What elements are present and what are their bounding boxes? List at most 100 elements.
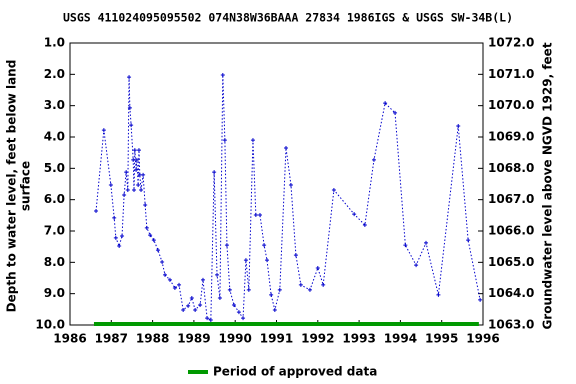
y-axis-label: surface bbox=[19, 161, 33, 211]
data-point bbox=[132, 187, 137, 192]
y2-tick-label: 1063.0 bbox=[488, 318, 534, 332]
y2-axis-label: Groundwater level above NGVD 1929, feet bbox=[541, 42, 555, 329]
y-tick-label: 7.0 bbox=[44, 224, 65, 238]
data-point bbox=[151, 238, 156, 243]
data-point bbox=[217, 296, 222, 301]
data-point bbox=[125, 187, 130, 192]
x-tick-label: 1990 bbox=[218, 332, 251, 346]
data-point bbox=[257, 213, 262, 218]
y2-tick-label: 1072.0 bbox=[488, 36, 534, 50]
data-point bbox=[205, 316, 210, 321]
data-point bbox=[288, 182, 293, 187]
data-point bbox=[189, 296, 194, 301]
data-point bbox=[272, 307, 277, 312]
data-point bbox=[131, 157, 136, 162]
chart-title: USGS 411024095095502 074N38W36BAAA 27834… bbox=[63, 11, 513, 25]
data-point bbox=[129, 123, 134, 128]
data-point bbox=[414, 263, 419, 268]
y-tick-label: 6.0 bbox=[44, 192, 65, 206]
data-point bbox=[200, 277, 205, 282]
y2-tick-label: 1067.0 bbox=[488, 192, 534, 206]
data-point bbox=[222, 138, 227, 143]
data-point bbox=[250, 138, 255, 143]
data-point bbox=[136, 148, 141, 153]
data-point bbox=[144, 225, 149, 230]
data-point bbox=[246, 287, 251, 292]
data-point bbox=[94, 208, 99, 213]
data-point bbox=[177, 282, 182, 287]
data-point bbox=[283, 145, 288, 150]
data-point bbox=[112, 215, 117, 220]
data-point bbox=[162, 272, 167, 277]
data-point bbox=[181, 307, 186, 312]
data-point bbox=[193, 307, 198, 312]
y2-tick-label: 1068.0 bbox=[488, 161, 534, 175]
data-point bbox=[141, 172, 146, 177]
y-tick-label: 3.0 bbox=[44, 98, 65, 112]
data-point bbox=[466, 238, 471, 243]
data-point bbox=[212, 170, 217, 175]
data-point bbox=[321, 282, 326, 287]
data-point bbox=[134, 167, 139, 172]
data-point bbox=[120, 234, 125, 239]
data-point bbox=[262, 243, 267, 248]
x-tick-label: 1995 bbox=[425, 332, 458, 346]
plot-frame bbox=[69, 42, 484, 326]
data-point bbox=[331, 187, 336, 192]
series-line bbox=[95, 74, 481, 321]
x-tick-label: 1994 bbox=[384, 332, 417, 346]
y-tick-label: 4.0 bbox=[44, 130, 65, 144]
data-point bbox=[117, 244, 122, 249]
y-tick-label: 10.0 bbox=[35, 318, 65, 332]
y2-tick-label: 1066.0 bbox=[488, 224, 534, 238]
data-point bbox=[265, 258, 270, 263]
data-point bbox=[352, 212, 357, 217]
data-point bbox=[186, 303, 191, 308]
data-point bbox=[403, 243, 408, 248]
data-point bbox=[220, 72, 225, 77]
data-point bbox=[231, 302, 236, 307]
data-point bbox=[383, 101, 388, 106]
data-point bbox=[269, 292, 274, 297]
data-point bbox=[134, 157, 139, 162]
data-point bbox=[243, 258, 248, 263]
data-point bbox=[393, 110, 398, 115]
y-tick-label: 9.0 bbox=[44, 286, 65, 300]
data-point bbox=[122, 192, 127, 197]
x-tick-label: 1988 bbox=[136, 332, 169, 346]
data-point bbox=[277, 287, 282, 292]
y2-tick-label: 1064.0 bbox=[488, 286, 534, 300]
data-point bbox=[236, 310, 241, 315]
data-point bbox=[456, 124, 461, 129]
data-point bbox=[108, 182, 113, 187]
x-tick-label: 1992 bbox=[301, 332, 334, 346]
data-point bbox=[253, 213, 258, 218]
y-tick-label: 8.0 bbox=[44, 255, 65, 269]
y-tick-label: 1.0 bbox=[44, 36, 65, 50]
data-point bbox=[241, 316, 246, 321]
y-tick-label: 5.0 bbox=[44, 161, 65, 175]
data-point bbox=[307, 287, 312, 292]
x-tick-label: 1987 bbox=[95, 332, 128, 346]
data-point bbox=[227, 287, 232, 292]
data-point bbox=[127, 105, 132, 110]
data-point bbox=[172, 286, 177, 291]
data-point bbox=[424, 240, 429, 245]
data-point bbox=[139, 187, 144, 192]
data-point bbox=[136, 182, 141, 187]
y-axis-label: Depth to water level, feet below land bbox=[5, 60, 19, 313]
y2-tick-label: 1070.0 bbox=[488, 98, 534, 112]
data-point bbox=[160, 260, 165, 265]
data-point bbox=[436, 292, 441, 297]
data-point bbox=[101, 128, 106, 133]
data-point bbox=[124, 170, 129, 175]
data-point bbox=[127, 75, 132, 80]
y2-tick-label: 1071.0 bbox=[488, 67, 534, 81]
y-tick-label: 2.0 bbox=[44, 67, 65, 81]
data-point bbox=[167, 277, 172, 282]
x-tick-label: 1989 bbox=[177, 332, 210, 346]
x-tick-label: 1993 bbox=[342, 332, 375, 346]
data-point bbox=[148, 233, 153, 238]
data-point bbox=[208, 317, 213, 322]
